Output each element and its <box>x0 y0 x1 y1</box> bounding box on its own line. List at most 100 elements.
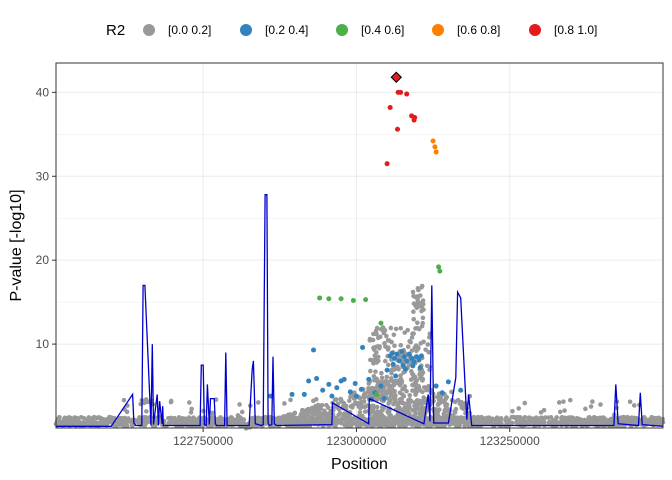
snp-point-low-r2 <box>572 419 577 425</box>
y-tick-label: 40 <box>36 85 50 99</box>
snp-point-low-r2 <box>568 417 574 422</box>
snp-point-low-r2 <box>444 394 449 400</box>
snp-point-low-r2 <box>496 422 502 428</box>
snp-point-low-r2 <box>186 400 192 405</box>
snp-point <box>406 351 412 357</box>
snp-point-low-r2 <box>435 402 441 408</box>
snp-point-low-r2 <box>198 417 204 423</box>
snp-point <box>326 381 332 387</box>
x-tick-label: 123250000 <box>480 434 540 448</box>
y-tick-label: 30 <box>36 169 50 183</box>
snp-point-low-r2 <box>537 418 543 424</box>
snp-point-low-r2 <box>542 419 547 425</box>
snp-point-low-r2 <box>509 420 515 426</box>
snp-point-low-r2 <box>296 416 301 422</box>
snp-point-low-r2 <box>235 413 241 418</box>
snp-point-low-r2 <box>552 417 557 423</box>
snp-point-low-r2 <box>229 415 234 420</box>
snp-point <box>439 390 445 396</box>
snp-point-low-r2 <box>114 423 119 428</box>
snp-point-low-r2 <box>376 344 382 350</box>
snp-point-low-r2 <box>210 410 215 416</box>
snp-point-low-r2 <box>375 409 380 414</box>
snp-point-low-r2 <box>141 422 147 428</box>
snp-point <box>390 361 396 367</box>
snp-point-low-r2 <box>282 401 287 406</box>
snp-point-low-r2 <box>370 409 376 415</box>
snp-point-low-r2 <box>361 392 367 398</box>
snp-point-low-r2 <box>292 410 298 416</box>
snp-point-low-r2 <box>307 416 312 422</box>
snp-point-low-r2 <box>410 375 416 381</box>
snp-point-low-r2 <box>393 393 398 398</box>
snp-point-low-r2 <box>371 374 377 379</box>
snp-point-low-r2 <box>382 358 388 364</box>
snp-point-low-r2 <box>418 341 424 346</box>
snp-point-low-r2 <box>426 334 432 340</box>
legend-label: [0.2 0.4] <box>265 23 308 37</box>
snp-point-low-r2 <box>484 418 489 423</box>
snp-point-low-r2 <box>237 402 242 407</box>
snp-point-low-r2 <box>104 421 110 426</box>
snp-point <box>289 391 295 397</box>
snp-point-low-r2 <box>607 419 613 425</box>
snp-point <box>350 297 356 303</box>
snp-point-low-r2 <box>379 370 384 376</box>
snp-point-low-r2 <box>307 407 313 412</box>
snp-point-low-r2 <box>61 421 67 427</box>
snp-point-low-r2 <box>347 398 352 403</box>
snp-point-low-r2 <box>168 416 173 421</box>
snp-point <box>301 391 307 397</box>
snp-point-low-r2 <box>562 416 568 422</box>
snp-point-low-r2 <box>522 414 528 420</box>
snp-point <box>404 358 410 364</box>
snp-point-low-r2 <box>378 327 384 332</box>
snp-point-low-r2 <box>80 420 86 425</box>
snp-point-low-r2 <box>452 399 458 405</box>
snp-point-low-r2 <box>442 419 448 425</box>
snp-point-low-r2 <box>409 369 414 374</box>
snp-point-low-r2 <box>374 331 379 337</box>
snp-point-low-r2 <box>420 298 426 303</box>
snp-point-low-r2 <box>419 404 425 410</box>
snp-point-low-r2 <box>388 413 394 419</box>
snp-point-low-r2 <box>405 327 410 333</box>
snp-point-low-r2 <box>388 398 393 403</box>
snp-point <box>401 354 407 360</box>
snp-point <box>384 367 390 373</box>
snp-point-low-r2 <box>395 418 400 424</box>
snp-point <box>338 296 344 302</box>
snp-point-low-r2 <box>324 411 330 417</box>
snp-point-low-r2 <box>415 296 420 302</box>
snp-point-low-r2 <box>561 399 566 404</box>
snp-point-low-r2 <box>236 416 242 422</box>
snp-point-low-r2 <box>436 407 442 412</box>
snp-point-low-r2 <box>362 404 368 410</box>
snp-point <box>445 379 451 385</box>
snp-point-low-r2 <box>386 345 391 350</box>
snp-point-low-r2 <box>415 406 421 411</box>
snp-point-low-r2 <box>357 396 363 401</box>
snp-point <box>387 104 393 110</box>
snp-point-low-r2 <box>650 417 656 422</box>
snp-point <box>352 381 358 387</box>
snp-point <box>381 396 387 402</box>
snp-point-low-r2 <box>510 408 515 414</box>
legend-key <box>240 24 252 36</box>
snp-point <box>411 117 417 123</box>
legend-entries: [0.0 0.2] [0.2 0.4] [0.4 0.6] [0.6 0.8] [0.8… <box>143 23 597 37</box>
y-axis-title: P-value [-log10] <box>8 189 25 301</box>
snp-point-low-r2 <box>420 376 426 382</box>
legend-key <box>336 24 348 36</box>
snp-point-low-r2 <box>107 414 113 420</box>
snp-point-low-r2 <box>411 316 417 322</box>
snp-point-low-r2 <box>319 402 325 408</box>
snp-point-low-r2 <box>381 405 386 411</box>
snp-point-low-r2 <box>444 408 450 414</box>
snp-point-low-r2 <box>382 341 387 346</box>
snp-point-low-r2 <box>410 331 415 336</box>
snp-point-low-r2 <box>301 419 307 425</box>
snp-point-low-r2 <box>378 394 383 400</box>
snp-point <box>394 351 400 357</box>
